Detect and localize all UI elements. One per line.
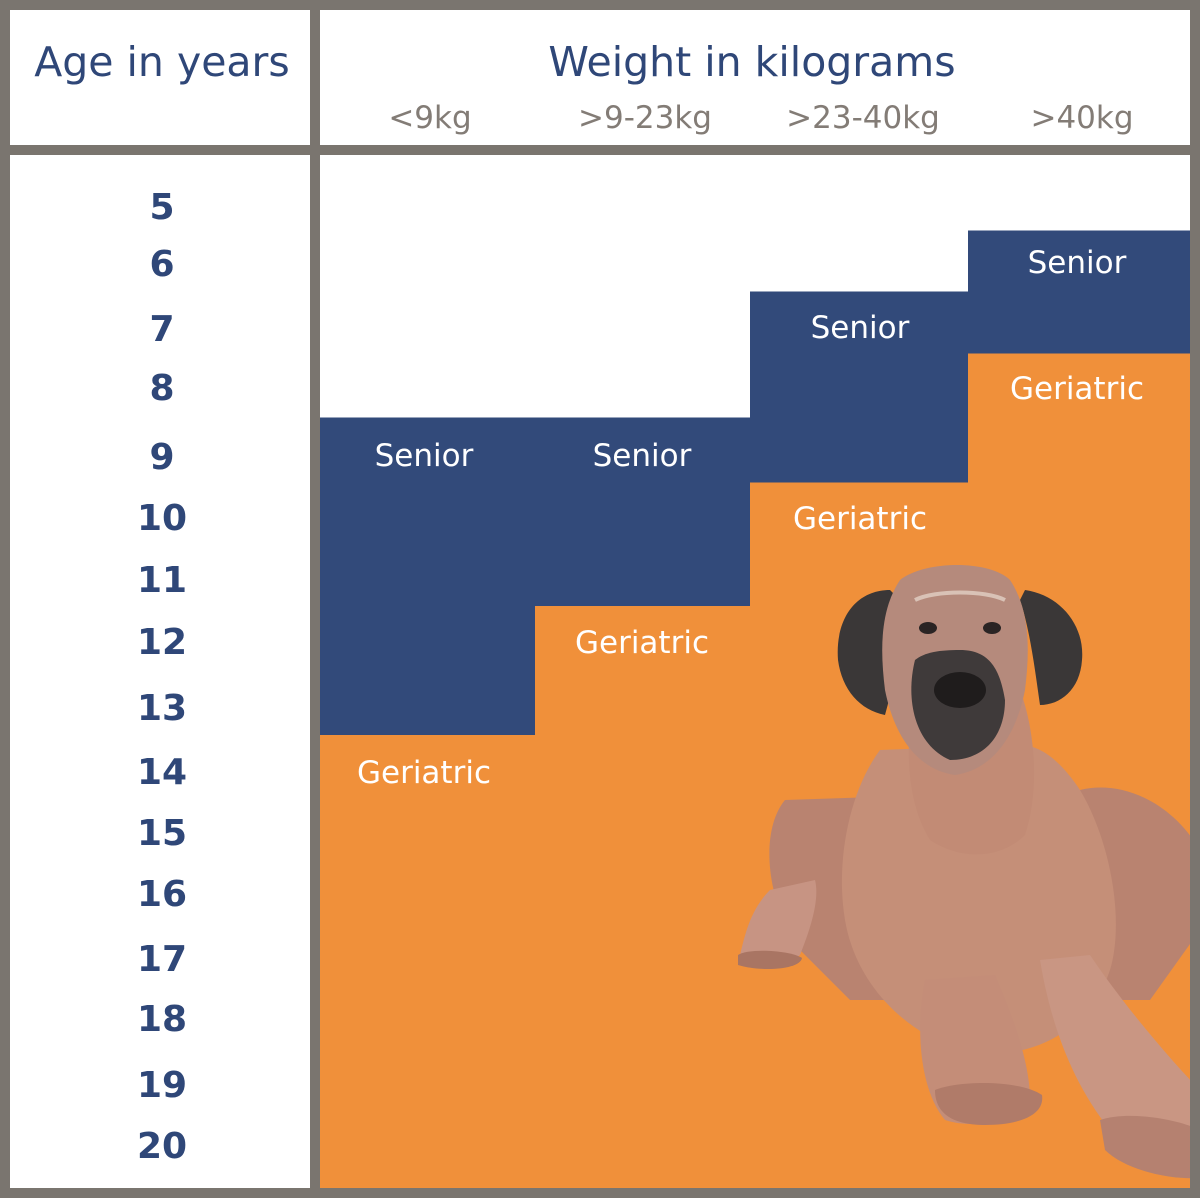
age-header: Age in years <box>34 38 290 86</box>
senior-label: Senior <box>593 438 692 474</box>
great-dane-dog-icon <box>738 565 1200 1179</box>
age-label: 7 <box>149 309 174 350</box>
weight-header: Weight in kilograms <box>548 38 955 86</box>
weight-column-label: >40kg <box>1030 100 1133 136</box>
age-label: 16 <box>137 874 187 915</box>
geriatric-label: Geriatric <box>357 755 491 791</box>
age-label: 13 <box>137 688 187 729</box>
age-label: 18 <box>137 999 187 1040</box>
senior-region <box>320 417 535 735</box>
weight-column-labels: <9kg >9-23kg >23-40kg >40kg <box>388 100 1133 136</box>
age-label: 10 <box>137 498 187 539</box>
geriatric-label: Geriatric <box>575 625 709 661</box>
age-label: 20 <box>137 1126 187 1167</box>
senior-region <box>535 417 750 606</box>
senior-label: Senior <box>1028 245 1127 281</box>
age-label: 9 <box>149 437 174 478</box>
age-label: 17 <box>137 939 187 980</box>
geriatric-region <box>535 606 750 1190</box>
age-label: 15 <box>137 813 187 854</box>
age-label: 5 <box>149 187 174 228</box>
weight-column-label: <9kg <box>388 100 471 136</box>
stage-labels: Senior Geriatric Senior Geriatric Senior Geri… <box>357 245 1144 791</box>
weight-column-label: >9-23kg <box>578 100 712 136</box>
geriatric-label: Geriatric <box>1010 371 1144 407</box>
age-label: 12 <box>137 622 187 663</box>
senior-region <box>750 291 968 483</box>
age-label: 8 <box>149 368 174 409</box>
senior-label: Senior <box>375 438 474 474</box>
geriatric-region <box>320 735 535 1190</box>
senior-label: Senior <box>811 310 910 346</box>
age-label: 11 <box>137 560 187 601</box>
age-row-labels: 5 6 7 8 9 10 11 12 13 14 15 16 17 18 19 20 <box>137 187 187 1167</box>
age-label: 6 <box>149 244 174 285</box>
weight-column-label: >23-40kg <box>786 100 940 136</box>
geriatric-label: Geriatric <box>793 501 927 537</box>
senior-region <box>968 230 1190 354</box>
age-label: 14 <box>137 752 187 793</box>
age-label: 19 <box>137 1065 187 1106</box>
